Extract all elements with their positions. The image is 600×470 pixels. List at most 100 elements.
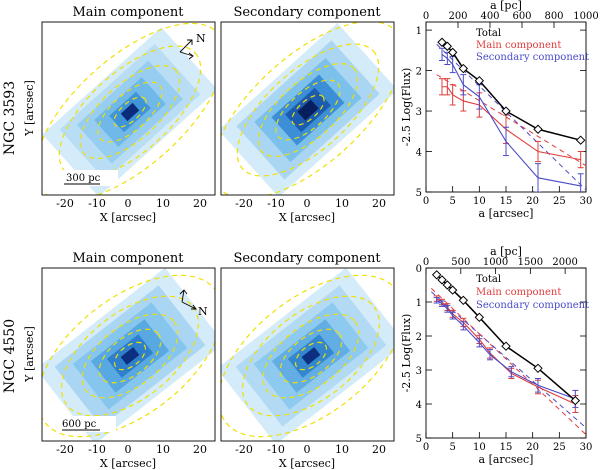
velocity-map-main-ngc4550	[42, 268, 215, 441]
legend-entry: Total	[476, 274, 501, 285]
x-tick-label: 25	[553, 196, 566, 207]
y-tick-label: 2	[416, 332, 422, 343]
x-axis-label: a [arcsec]	[479, 207, 534, 220]
fit-line	[436, 43, 586, 191]
data-point	[501, 106, 511, 116]
legend-entry: Main component	[476, 287, 561, 298]
galaxy-name-ngc3593: NGC 3593	[2, 81, 18, 155]
series-line	[441, 53, 581, 187]
map-xtick-label: -20	[56, 197, 74, 210]
map-xlabel-main-2: X [arcsec]	[100, 457, 156, 470]
y-tick-label: 3	[416, 366, 422, 377]
scale-label-ngc4550: 600 pc	[62, 419, 97, 430]
top-x-tick-label: 800	[544, 11, 563, 22]
y-tick-label: 5	[416, 188, 422, 199]
map-title-main-1: Main component	[73, 5, 185, 20]
galaxy-name-ngc4550: NGC 4550	[2, 319, 18, 393]
data-point	[474, 312, 485, 323]
y-tick-label: 1	[416, 26, 422, 37]
map-xticks-row2: -20 -10 0 10 20 -20 -10 0 10 20	[56, 443, 386, 456]
map-title-secondary-2: Secondary component	[233, 251, 381, 266]
y-tick-label: 3	[416, 107, 422, 118]
map-xtick-label: 10	[156, 443, 170, 456]
map-xtick-label: 20	[372, 197, 386, 210]
map-xtick-label: 10	[156, 197, 170, 210]
y-tick-label: 4	[416, 148, 422, 159]
top-x-tick-label: 600	[512, 11, 531, 22]
map-ylabel-2: Y [arcsec]	[23, 326, 36, 383]
compass-label-ngc3593: N	[196, 32, 206, 45]
map-xtick-label: 10	[335, 443, 349, 456]
top-x-tick-label: 1000	[483, 257, 508, 268]
top-x-axis-label: a [pc]	[490, 245, 522, 258]
map-xtick-label: -20	[235, 443, 253, 456]
velocity-map-secondary-ngc3593	[221, 22, 394, 195]
data-point	[458, 63, 469, 74]
map-xtick-label: 0	[125, 197, 132, 210]
plot-frame	[425, 267, 587, 439]
top-x-tick-label: 200	[448, 11, 467, 22]
velocity-map-secondary-ngc4550	[221, 268, 394, 441]
map-xtick-label: 0	[304, 197, 311, 210]
map-title-main-2: Main component	[73, 251, 185, 266]
map-xtick-label: -20	[56, 443, 74, 456]
scale-label-ngc3593: 300 pc	[66, 173, 101, 184]
top-x-tick-label: 0	[423, 11, 429, 22]
data-point	[474, 75, 485, 86]
top-x-tick-label: 500	[451, 257, 470, 268]
legend-entry: Secondary component	[476, 52, 589, 63]
top-x-tick-label: 1000	[573, 11, 598, 22]
x-tick-label: 20	[526, 442, 539, 453]
map-xtick-label: 10	[335, 197, 349, 210]
top-x-tick-label: 400	[480, 11, 499, 22]
data-point	[437, 275, 447, 285]
data-point	[442, 280, 453, 290]
map-xtick-label: 0	[304, 443, 311, 456]
compass-ngc4550	[179, 289, 197, 310]
map-ylabel-1: Y [arcsec]	[23, 80, 36, 137]
map-title-secondary-1: Secondary component	[233, 5, 381, 20]
x-tick-label: 10	[473, 442, 486, 453]
data-point	[458, 295, 469, 306]
x-tick-label: 30	[580, 196, 593, 207]
plot-area	[430, 270, 586, 435]
y-axis-label: -2.5 Log(Flux)	[400, 68, 413, 147]
series-line	[442, 86, 581, 161]
fit-line	[436, 74, 586, 167]
data-point	[447, 47, 458, 58]
map-xlabel-secondary-2: X [arcsec]	[279, 457, 335, 470]
velocity-map-main-ngc3593	[42, 22, 215, 195]
data-point	[533, 124, 543, 134]
legend-entry: Secondary component	[476, 300, 589, 311]
scale-bar-ngc3593	[60, 170, 118, 186]
map-xlabel-main-1: X [arcsec]	[100, 211, 156, 224]
y-tick-label: 5	[416, 434, 422, 445]
map-xtick-label: 0	[125, 443, 132, 456]
map-xtick-label: -10	[267, 443, 285, 456]
top-x-axis-label: a [pc]	[490, 0, 522, 12]
map-xtick-label: 20	[193, 197, 207, 210]
top-x-tick-label: 2000	[552, 257, 577, 268]
data-point	[533, 363, 543, 374]
top-x-tick-label: 1500	[518, 257, 543, 268]
x-tick-label: 0	[423, 442, 429, 453]
x-tick-label: 10	[473, 196, 486, 207]
legend-entry: Total	[476, 28, 501, 39]
data-point	[575, 135, 586, 145]
data-point	[570, 395, 581, 406]
data-point	[431, 270, 442, 280]
map-xtick-label: -20	[235, 197, 253, 210]
legend-entry: Main component	[476, 40, 561, 51]
x-tick-label: 15	[500, 442, 513, 453]
top-x-tick-label: 0	[423, 257, 429, 268]
plot-area	[436, 37, 586, 192]
data-point	[442, 41, 453, 51]
x-tick-label: 25	[553, 442, 566, 453]
x-tick-label: 0	[423, 196, 429, 207]
x-tick-label: 20	[526, 196, 539, 207]
map-xtick-label: -10	[88, 197, 106, 210]
scale-bar-ngc4550	[58, 416, 116, 432]
